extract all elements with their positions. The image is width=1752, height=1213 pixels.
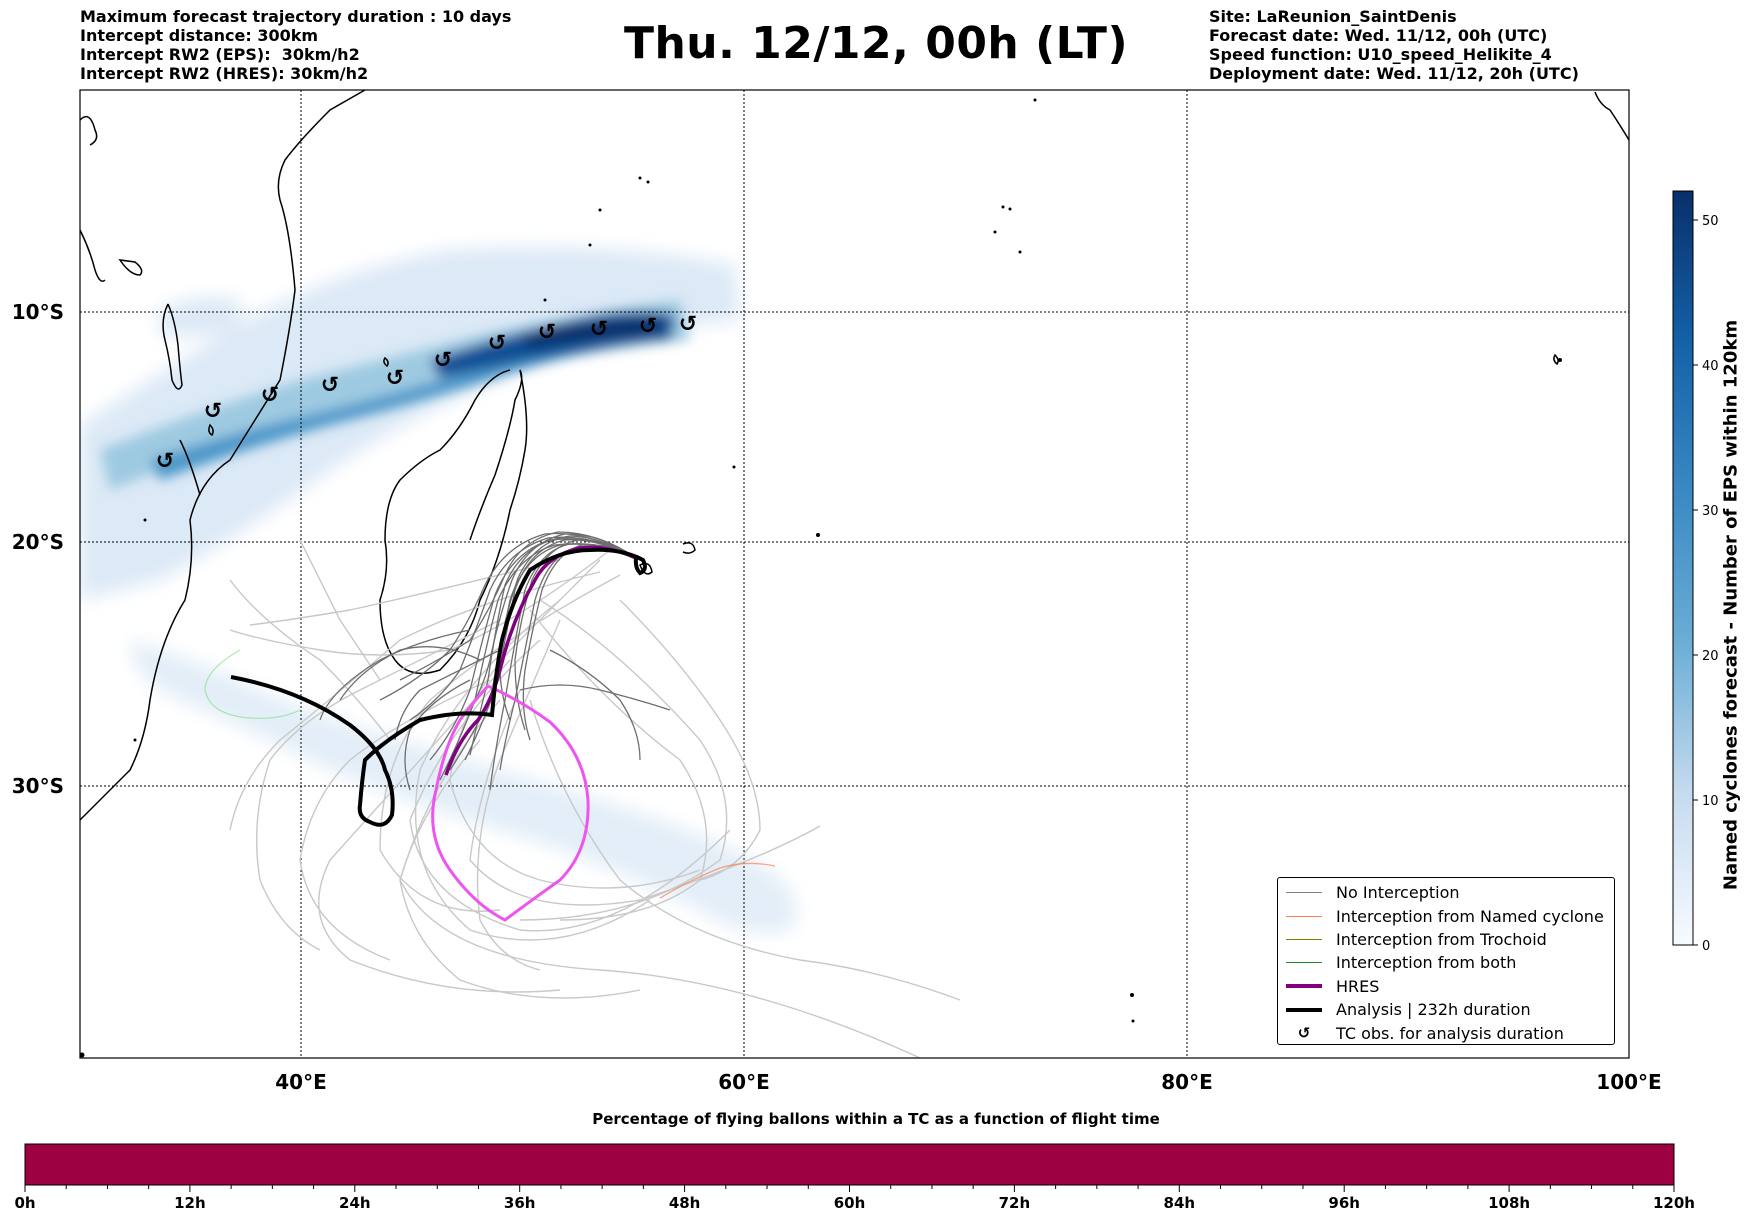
legend-line-swatch [1286, 938, 1322, 940]
legend-item: HRES [1286, 975, 1606, 998]
page-title: Thu. 12/12, 00h (LT) [623, 18, 1129, 69]
legend-label: HRES [1336, 976, 1380, 996]
hres-track [444, 545, 637, 776]
named-cyclone-track [659, 862, 776, 899]
tc-obs-icon: ↺ [261, 383, 279, 408]
timebar-tick-label: 48h [669, 1194, 701, 1212]
header-info-right: Site: LaReunion_SaintDenis Forecast date:… [1209, 7, 1579, 83]
legend-item: No Interception [1286, 881, 1606, 904]
lat-label-10s: 10°S [12, 300, 64, 324]
timebar-fill [25, 1144, 1674, 1185]
header-left-line: Intercept RW2 (EPS): 30km/h2 [80, 45, 360, 64]
colorbar-gradient [1672, 190, 1694, 946]
timebar-tick-label: 72h [999, 1194, 1031, 1212]
small-islands [80, 98, 1562, 1058]
timebar-tick-label: 60h [834, 1194, 866, 1212]
colorbar: 0 10 20 30 40 50 [1672, 190, 1719, 954]
legend-label: Interception from Trochoid [1336, 929, 1547, 949]
tc-obs-icon: ↺ [156, 449, 174, 474]
colorbar-tick-label: 10 [1702, 794, 1719, 809]
legend-line-swatch [1286, 984, 1322, 989]
both-interception-track [204, 649, 301, 719]
eps-density-shading [80, 247, 797, 933]
colorbar-tick-label: 50 [1702, 214, 1719, 229]
header-right-line: Forecast date: Wed. 11/12, 00h (UTC) [1209, 26, 1548, 45]
header-right-line: Speed function: U10_speed_Helikite_4 [1209, 45, 1552, 64]
lat-label-20s: 20°S [12, 530, 64, 554]
tc-obs-symbols: ↺ ↺ ↺ ↺ ↺ ↺ ↺ ↺ ↺ ↺ ↺ [156, 312, 697, 474]
ensemble-tracks-light [229, 539, 961, 1058]
tc-obs-icon: ↺ [321, 373, 339, 398]
lon-label-40e: 40°E [275, 1070, 327, 1094]
legend-label: Interception from both [1336, 953, 1517, 973]
legend-label: No Interception [1336, 883, 1460, 903]
legend-item: Analysis | 232h duration [1286, 998, 1606, 1021]
legend-label: Analysis | 232h duration [1336, 1000, 1531, 1020]
tc-obs-icon: ↺ [1297, 1024, 1311, 1043]
legend-line-swatch [1286, 892, 1322, 894]
legend-label: TC obs. for analysis duration [1336, 1023, 1564, 1043]
analysis-track [230, 547, 647, 827]
timebar-tick-label: 96h [1328, 1194, 1360, 1212]
lon-label-100e: 100°E [1596, 1070, 1661, 1094]
lon-label-60e: 60°E [718, 1070, 770, 1094]
timebar-tick-label: 0h [14, 1194, 35, 1212]
colorbar-tick-label: 20 [1702, 649, 1719, 664]
timebar: 0h 12h 24h 36h 48h 60h 72h 84h 96h 108h 120h [14, 1143, 1695, 1212]
header-info-left: Maximum forecast trajectory duration : 1… [80, 7, 511, 83]
timebar-tick-label: 84h [1164, 1194, 1196, 1212]
header-left-line: Intercept distance: 300km [80, 26, 319, 45]
coastlines [80, 90, 1629, 821]
tc-obs-icon: ↺ [488, 331, 506, 356]
lon-label-80e: 80°E [1161, 1070, 1213, 1094]
map-frame [79, 89, 1630, 1059]
timebar-title: Percentage of flying ballons within a TC… [592, 1110, 1160, 1128]
legend-item: Interception from both [1286, 951, 1606, 974]
legend-item: Interception from Named cyclone [1286, 904, 1606, 927]
legend-item: ↺ TC obs. for analysis duration [1286, 1021, 1606, 1044]
colorbar-tick-label: 0 [1702, 939, 1710, 954]
graticule [80, 90, 1629, 1058]
colorbar-tick-label: 30 [1702, 504, 1719, 519]
timebar-tick-label: 36h [504, 1194, 536, 1212]
legend-item: Interception from Trochoid [1286, 928, 1606, 951]
tc-obs-icon: ↺ [386, 366, 404, 391]
timebar-tick-label: 108h [1488, 1194, 1530, 1212]
timebar-tick-label: 12h [174, 1194, 206, 1212]
header-right-line: Site: LaReunion_SaintDenis [1209, 7, 1457, 26]
header-left-line: Maximum forecast trajectory duration : 1… [80, 7, 512, 26]
tc-obs-icon: ↺ [679, 312, 697, 337]
pink-trajectory [431, 684, 590, 922]
timebar-tick-label: 120h [1653, 1194, 1695, 1212]
colorbar-tick-label: 40 [1702, 359, 1719, 374]
tc-obs-icon: ↺ [639, 314, 657, 339]
ensemble-tracks-dark [319, 531, 671, 791]
legend-line-swatch [1286, 915, 1322, 917]
timebar-tick-label: 24h [339, 1194, 371, 1212]
tc-obs-icon: ↺ [434, 348, 452, 373]
legend-label: Interception from Named cyclone [1336, 906, 1604, 926]
header-right-line: Deployment date: Wed. 11/12, 20h (UTC) [1209, 64, 1579, 83]
header-left-line: Intercept RW2 (HRES): 30km/h2 [80, 64, 369, 83]
tc-obs-icon: ↺ [538, 320, 556, 345]
colorbar-title: Named cyclones forecast - Number of EPS … [1720, 319, 1742, 891]
lat-label-30s: 30°S [12, 774, 64, 798]
legend: No Interception Interception from Named c… [1277, 877, 1615, 1045]
tc-obs-icon: ↺ [590, 317, 608, 342]
tc-obs-icon: ↺ [204, 399, 222, 424]
legend-line-swatch [1286, 962, 1322, 964]
legend-line-swatch [1286, 1007, 1322, 1012]
